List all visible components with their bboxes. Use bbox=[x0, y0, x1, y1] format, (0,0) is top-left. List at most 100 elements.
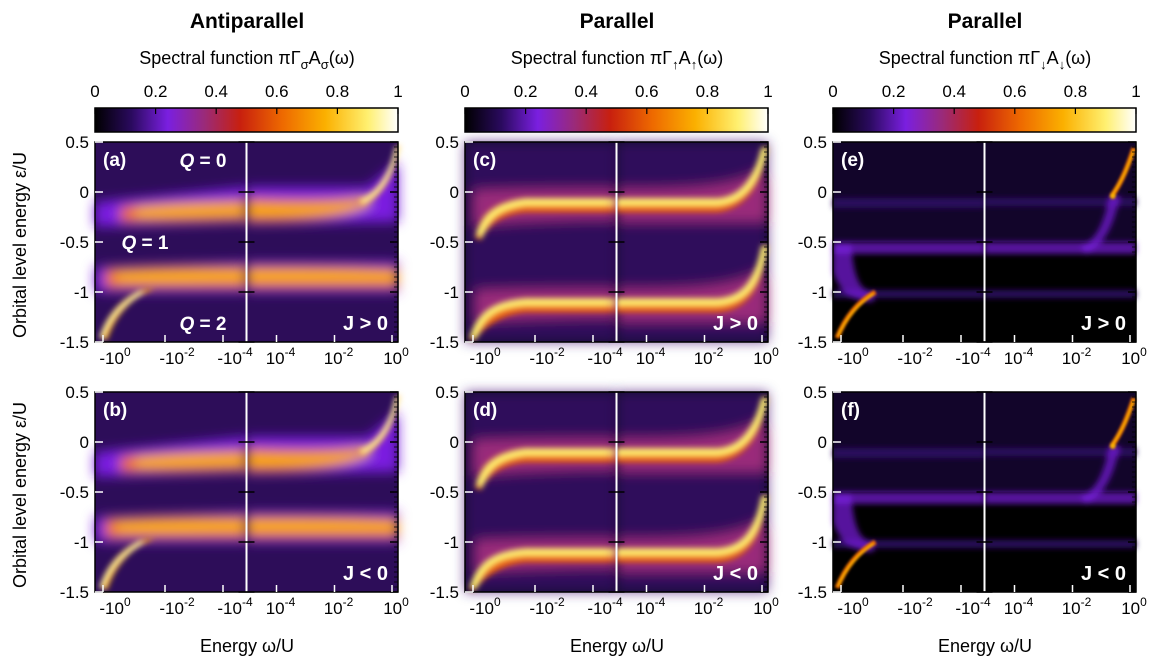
panel-label: (d) bbox=[473, 400, 497, 421]
panel-c: 0.5 0 -0.5 -1 -1.5 -100 -10-2 -10-4 10-4 10-2 100 (… bbox=[430, 133, 779, 368]
x-tick-label: -10-2 bbox=[529, 345, 565, 368]
x-tick-label: -10-4 bbox=[217, 345, 253, 368]
x-tick-label: 10-4 bbox=[266, 595, 296, 618]
heatmap-right bbox=[247, 142, 401, 342]
colorbar-tick-label: 0.2 bbox=[514, 82, 538, 101]
heatmap-right bbox=[985, 392, 1137, 592]
y-tick-label: -1 bbox=[812, 533, 827, 552]
panel-e: 0.5 0 -0.5 -1 -1.5 -100 -10-2 -10-4 10-4 10-2 100 (… bbox=[798, 133, 1147, 368]
panel-label: (f) bbox=[841, 400, 860, 421]
x-tick-label: 100 bbox=[1121, 345, 1147, 368]
y-tick-label: -1.5 bbox=[430, 583, 459, 602]
y-axis-label-top: Orbital level energy ε/U bbox=[10, 152, 30, 338]
x-tick-label: 10-4 bbox=[1004, 345, 1034, 368]
y-tick-label: -0.5 bbox=[798, 233, 827, 252]
heatmap-left bbox=[95, 392, 247, 592]
colorbar-tick-label: 0 bbox=[828, 82, 837, 101]
coupling-label: J > 0 bbox=[1081, 313, 1126, 335]
coupling-label: J > 0 bbox=[343, 313, 388, 335]
y-tick-label: -1 bbox=[74, 533, 89, 552]
colorbar-tick-label: 0.4 bbox=[942, 82, 966, 101]
heatmap-left bbox=[833, 392, 985, 592]
colorbar-tick-label: 0.6 bbox=[635, 82, 659, 101]
y-tick-label: 0.5 bbox=[803, 133, 827, 152]
charge-label: Q = 2 bbox=[179, 314, 226, 335]
x-tick-label: -10-2 bbox=[159, 345, 195, 368]
y-tick-label: 0.5 bbox=[803, 383, 827, 402]
colorbar-tick-label: 0.2 bbox=[144, 82, 168, 101]
x-axis-label-3: Energy ω/U bbox=[938, 636, 1032, 656]
colorbar-tick-label: 0.2 bbox=[882, 82, 906, 101]
y-tick-label: 0 bbox=[818, 433, 827, 452]
y-tick-label: 0.5 bbox=[65, 383, 89, 402]
x-tick-label: 10-2 bbox=[324, 345, 354, 368]
y-tick-label: -0.5 bbox=[430, 483, 459, 502]
coupling-label: J < 0 bbox=[713, 563, 758, 585]
x-axis-label-2: Energy ω/U bbox=[570, 636, 664, 656]
x-axis-label-1: Energy ω/U bbox=[200, 636, 294, 656]
heatmap-right bbox=[985, 142, 1137, 342]
colorbar-tick-label: 0 bbox=[90, 82, 99, 101]
x-tick-label: 10-2 bbox=[1062, 595, 1092, 618]
x-tick-label: 100 bbox=[383, 345, 409, 368]
x-tick-label: 10-2 bbox=[1062, 345, 1092, 368]
heatmap-right bbox=[617, 142, 769, 342]
x-tick-label: -100 bbox=[469, 595, 501, 618]
charge-label: Q = 1 bbox=[121, 233, 168, 254]
x-tick-label: 10-4 bbox=[636, 595, 666, 618]
charge-label: Q = 0 bbox=[179, 151, 226, 172]
y-tick-label: -0.5 bbox=[60, 233, 89, 252]
colorbar-tick-label: 0.4 bbox=[204, 82, 228, 101]
column-title-3: Parallel bbox=[948, 10, 1023, 33]
heatmap-left bbox=[833, 142, 985, 342]
colorbar-tick-label: 0.4 bbox=[574, 82, 598, 101]
y-tick-label: -0.5 bbox=[798, 483, 827, 502]
colorbar-tick-label: 0.8 bbox=[1064, 82, 1088, 101]
x-tick-label: 100 bbox=[1121, 595, 1147, 618]
column-title-1: Antiparallel bbox=[190, 10, 304, 33]
panel-f: 0.5 0 -0.5 -1 -1.5 -100 -10-2 -10-4 10-4 10-2 100 (… bbox=[798, 383, 1147, 618]
heatmap-left bbox=[465, 142, 617, 342]
x-tick-label: -10-4 bbox=[955, 595, 991, 618]
colorbar-3 bbox=[832, 107, 1137, 133]
x-tick-label: -100 bbox=[837, 595, 869, 618]
y-tick-label: 0.5 bbox=[435, 133, 459, 152]
x-tick-label: 10-4 bbox=[1004, 595, 1034, 618]
x-tick-label: -10-2 bbox=[529, 595, 565, 618]
x-tick-label: 10-2 bbox=[694, 595, 724, 618]
colorbar-label-1: Spectral function πΓσAσ(ω) bbox=[139, 48, 355, 72]
x-tick-label: -10-2 bbox=[897, 345, 933, 368]
column-title-2: Parallel bbox=[580, 10, 655, 33]
x-tick-label: 10-2 bbox=[324, 595, 354, 618]
y-tick-label: -1.5 bbox=[430, 333, 459, 352]
coupling-label: J < 0 bbox=[343, 563, 388, 585]
y-tick-label: -1.5 bbox=[60, 333, 89, 352]
x-tick-label: 10-4 bbox=[636, 345, 666, 368]
y-tick-label: -1.5 bbox=[798, 333, 827, 352]
panel-a: 0.5 0 -0.5 -1 -1.5 -100 -10-2 -10-4 10-4 10-2 100 (… bbox=[60, 133, 409, 368]
colorbars: 0 0.2 0.4 0.6 0.8 1 0 0.2 0.4 0.6 0.8 1 0 0.2 0.4 0.6 0.… bbox=[90, 82, 1141, 133]
y-axis-label-bottom: Orbital level energy ε/U bbox=[10, 402, 30, 588]
x-tick-label: -10-4 bbox=[587, 595, 623, 618]
colorbar-2 bbox=[464, 107, 769, 133]
y-tick-label: -1 bbox=[74, 283, 89, 302]
panels: 0.50-0.5-1-1.5-100 -10-2 -10-4 10-4 10-2 100(… bbox=[60, 133, 1147, 618]
colorbar-label-2: Spectral function πΓ↑A↑(ω) bbox=[511, 48, 723, 72]
colorbar-tick-label: 0.8 bbox=[696, 82, 720, 101]
x-tick-label: -100 bbox=[99, 595, 131, 618]
x-tick-label: -100 bbox=[99, 345, 131, 368]
colorbar-1 bbox=[94, 107, 399, 133]
x-tick-label: 10-2 bbox=[694, 345, 724, 368]
colorbar-tick-label: 0.6 bbox=[1003, 82, 1027, 101]
y-tick-label: 0 bbox=[450, 183, 459, 202]
y-tick-label: 0 bbox=[818, 183, 827, 202]
y-tick-label: -1 bbox=[812, 283, 827, 302]
x-tick-label: -10-4 bbox=[587, 345, 623, 368]
panel-b: 0.5 0 -0.5 -1 -1.5 -100 -10-2 -10-4 10-4 10-2 100 (… bbox=[60, 383, 409, 618]
y-tick-label: -1.5 bbox=[60, 583, 89, 602]
x-tick-label: -100 bbox=[469, 345, 501, 368]
colorbar-tick-label: 1 bbox=[393, 82, 402, 101]
coupling-label: J < 0 bbox=[1081, 563, 1126, 585]
y-tick-label: -1.5 bbox=[798, 583, 827, 602]
